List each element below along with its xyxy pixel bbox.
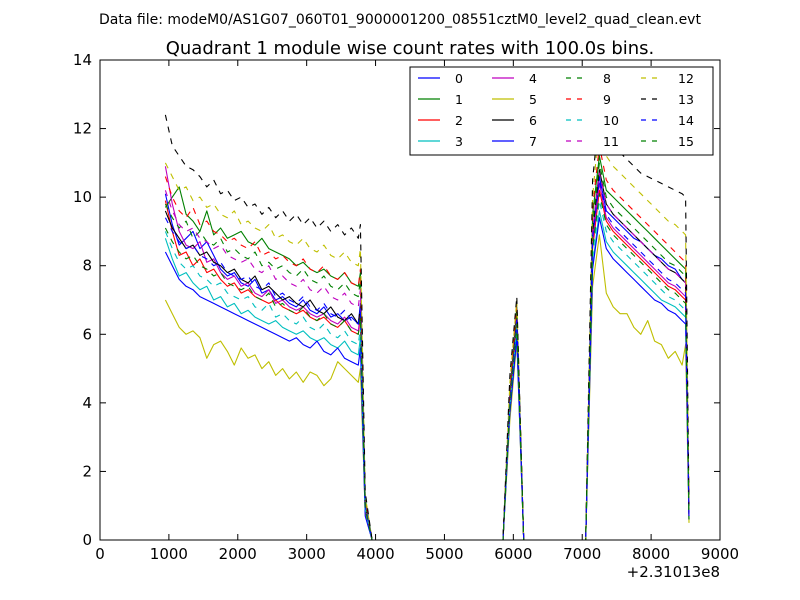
axes-frame — [99, 59, 721, 541]
legend-item-4: 4 — [492, 71, 537, 86]
legend-item-10: 10 — [566, 113, 619, 128]
legend-item-9: 9 — [566, 92, 611, 107]
x-offset-label: +2.31013e8 — [627, 563, 720, 581]
legend-label: 2 — [455, 113, 463, 128]
x-tick-label: 0 — [95, 545, 105, 563]
series-line-7 — [164, 217, 690, 541]
series-line-14 — [164, 179, 690, 541]
y-tick-label: 0 — [82, 531, 92, 549]
y-tick-label: 6 — [82, 325, 92, 343]
x-tick-label: 8000 — [632, 545, 670, 563]
legend-label: 1 — [455, 92, 463, 107]
legend-label: 5 — [529, 92, 537, 107]
x-tick-label: 7000 — [563, 545, 601, 563]
legend-label: 0 — [455, 71, 463, 86]
legend-item-3: 3 — [418, 134, 463, 149]
legend-item-8: 8 — [566, 71, 611, 86]
legend-label: 15 — [678, 134, 694, 149]
series-line-4 — [164, 166, 690, 541]
series-layer — [164, 110, 690, 541]
series-line-2 — [164, 189, 690, 541]
plot-area: 0 1000 2000 3000 4000 5000 6000 7000 8000 9000 0 2… — [73, 51, 739, 563]
legend-label: 9 — [603, 92, 611, 107]
series-line-9 — [164, 145, 690, 541]
legend-item-6: 6 — [492, 113, 537, 128]
x-tick-label: 4000 — [356, 545, 394, 563]
legend-item-7: 7 — [492, 134, 537, 149]
legend-item-1: 1 — [418, 92, 463, 107]
y-tick-label: 12 — [73, 120, 92, 138]
chart-title: Quadrant 1 module wise count rates with … — [166, 38, 655, 59]
legend-label: 3 — [455, 134, 463, 149]
legend-item-12: 12 — [641, 71, 694, 86]
y-tick-label: 8 — [82, 257, 92, 275]
x-tick-label: 9000 — [701, 545, 739, 563]
legend-label: 10 — [603, 113, 619, 128]
legend-label: 12 — [678, 71, 694, 86]
legend-item-13: 13 — [641, 92, 694, 107]
legend-label: 6 — [529, 113, 537, 128]
legend-item-5: 5 — [492, 92, 537, 107]
y-tick-label: 4 — [82, 394, 92, 412]
legend-frame — [409, 66, 714, 156]
legend-label: 8 — [603, 71, 611, 86]
series-line-8 — [164, 162, 690, 541]
figure-suptitle: Data file: modeM0/AS1G07_060T01_90000012… — [99, 12, 701, 28]
y-tick-label: 14 — [73, 51, 92, 69]
y-tick-label: 10 — [73, 188, 92, 206]
legend-label: 13 — [678, 92, 694, 107]
series-line-15 — [164, 193, 690, 541]
legend-item-0: 0 — [418, 71, 463, 86]
x-tick-label: 3000 — [288, 545, 326, 563]
x-tick-label: 2000 — [219, 545, 257, 563]
x-tick-label: 1000 — [150, 545, 188, 563]
legend-label: 4 — [529, 71, 537, 86]
legend-item-11: 11 — [566, 134, 619, 149]
x-tick-label: 5000 — [425, 545, 463, 563]
legend-item-15: 15 — [641, 134, 694, 149]
legend-label: 11 — [603, 134, 619, 149]
series-line-3 — [164, 210, 690, 541]
series-line-0 — [164, 176, 690, 541]
x-tick-label: 6000 — [494, 545, 532, 563]
legend-label: 7 — [529, 134, 537, 149]
y-tick-label: 2 — [82, 462, 92, 480]
legend-label: 14 — [678, 113, 694, 128]
series-line-12 — [164, 121, 690, 541]
series-line-13 — [164, 110, 690, 541]
legend-item-14: 14 — [641, 113, 694, 128]
series-line-10 — [164, 200, 690, 541]
legend-item-2: 2 — [418, 113, 463, 128]
x-axis: 0 1000 2000 3000 4000 5000 6000 7000 8000 9000 — [95, 60, 739, 563]
series-line-11 — [164, 172, 690, 541]
series-line-5 — [164, 234, 690, 541]
